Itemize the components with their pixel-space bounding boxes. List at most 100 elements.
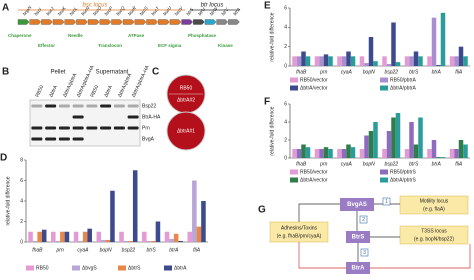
function-label: Kinase: [218, 43, 233, 48]
step-box: [382, 197, 391, 206]
panel-letter: G: [258, 205, 266, 216]
plate-label: ΔbtrA#1: [177, 128, 195, 134]
bar: [373, 122, 378, 158]
gene-arrow: [158, 19, 170, 25]
gene-arrow: [29, 19, 42, 25]
target: Adhesins/Toxins: [281, 225, 318, 231]
panel-letter: E: [264, 1, 271, 12]
bar: [323, 147, 329, 158]
bar: [350, 147, 356, 158]
x-tick-label: fhaB: [296, 69, 307, 75]
band: [58, 126, 70, 130]
bar: [341, 149, 347, 158]
bar: [96, 231, 102, 242]
gene-arrow: [111, 19, 123, 25]
x-tick-label: fhaB: [32, 247, 43, 253]
bar: [78, 240, 83, 242]
band: [58, 104, 70, 108]
legend-label: ΔbtrA/pbtrA: [390, 85, 417, 91]
lane-label: ΔbtrA/pbtrA-HA: [131, 64, 151, 98]
x-tick-label: fhaB: [296, 161, 307, 167]
regulator: BvgAS: [347, 202, 367, 208]
bar: [55, 240, 61, 242]
bar: [463, 144, 468, 158]
legend-swatch: [118, 265, 126, 271]
gene-label: bscK: [57, 5, 68, 17]
bar: [368, 37, 374, 66]
bar: [454, 149, 459, 158]
bar: [128, 240, 133, 242]
bar: [28, 231, 33, 242]
x-tick-label: prn: [319, 69, 327, 75]
x-tick-label: prn: [319, 161, 327, 167]
x-tick-label: btrS: [409, 161, 419, 167]
bar: [395, 113, 401, 158]
panel-letter: A: [2, 3, 9, 14]
gene-label: btrS: [185, 7, 194, 17]
band: [127, 115, 139, 119]
bar: [314, 56, 320, 66]
gene-arrow: [193, 19, 205, 25]
bar: [164, 231, 170, 242]
bar: [292, 56, 297, 66]
legend-swatch: [164, 265, 172, 271]
bar: [73, 231, 79, 242]
gene-map: bopN bscI bscJ bscK bscL bscN bscO bscP bscQ bscR…: [8, 4, 241, 48]
x-tick-label: prn: [56, 247, 64, 253]
legend-swatch: [380, 177, 388, 183]
x-tick-label: cyaA: [341, 161, 353, 167]
lane-label: ΔbtrA: [103, 84, 114, 98]
y-tick-label: 4: [284, 119, 287, 125]
x-tick-label: cyaA: [77, 247, 89, 253]
bar: [37, 231, 42, 242]
bar: [404, 56, 410, 66]
y-tick-label: 2: [284, 137, 287, 143]
gene-label: bscL: [68, 6, 78, 17]
y-tick-label: 0: [284, 63, 287, 69]
bar: [192, 180, 197, 242]
bar: [404, 149, 410, 158]
gene-label: bopN: [22, 4, 33, 16]
band: [72, 104, 84, 108]
band: [100, 126, 112, 130]
bar: [196, 226, 202, 242]
gene-arrow: [52, 19, 65, 25]
arrow: [298, 203, 340, 222]
band: [86, 126, 98, 130]
x-tick-label: bsp22: [384, 161, 398, 167]
legend-swatch: [290, 169, 298, 175]
bar: [391, 117, 396, 158]
y-tick-label: 8: [20, 157, 23, 163]
x-tick-label: cyaA: [341, 69, 353, 75]
bar: [87, 228, 92, 242]
y-tick-label: 4: [20, 198, 23, 204]
band-label: Bsp22: [142, 103, 156, 109]
gene-label: btrW: [209, 5, 219, 16]
gene-arrow: [41, 19, 53, 25]
x-tick-label: btrS: [147, 247, 157, 253]
panel-letter: C: [152, 67, 159, 78]
regulator: BtrS: [352, 235, 365, 241]
bar: [123, 240, 129, 242]
bar: [323, 54, 329, 66]
bar: [346, 144, 351, 158]
bar: [51, 231, 56, 242]
bar: [418, 56, 423, 66]
y-axis-label: relative-fold difference: [269, 106, 275, 155]
arrow: [298, 242, 346, 269]
bar: [105, 239, 111, 242]
band: [72, 137, 84, 141]
legend-label: ΔbtrA: [174, 265, 187, 271]
bar: [395, 62, 401, 66]
gene-label: bscV: [174, 5, 185, 17]
group-label: Pellet: [50, 70, 65, 76]
function-label: Effector: [38, 43, 55, 48]
bar: [301, 51, 306, 66]
panel-letter: D: [0, 153, 7, 164]
band: [31, 126, 43, 130]
gene-label: btrV: [220, 6, 230, 16]
bar: [386, 64, 392, 66]
bar: [391, 22, 396, 66]
